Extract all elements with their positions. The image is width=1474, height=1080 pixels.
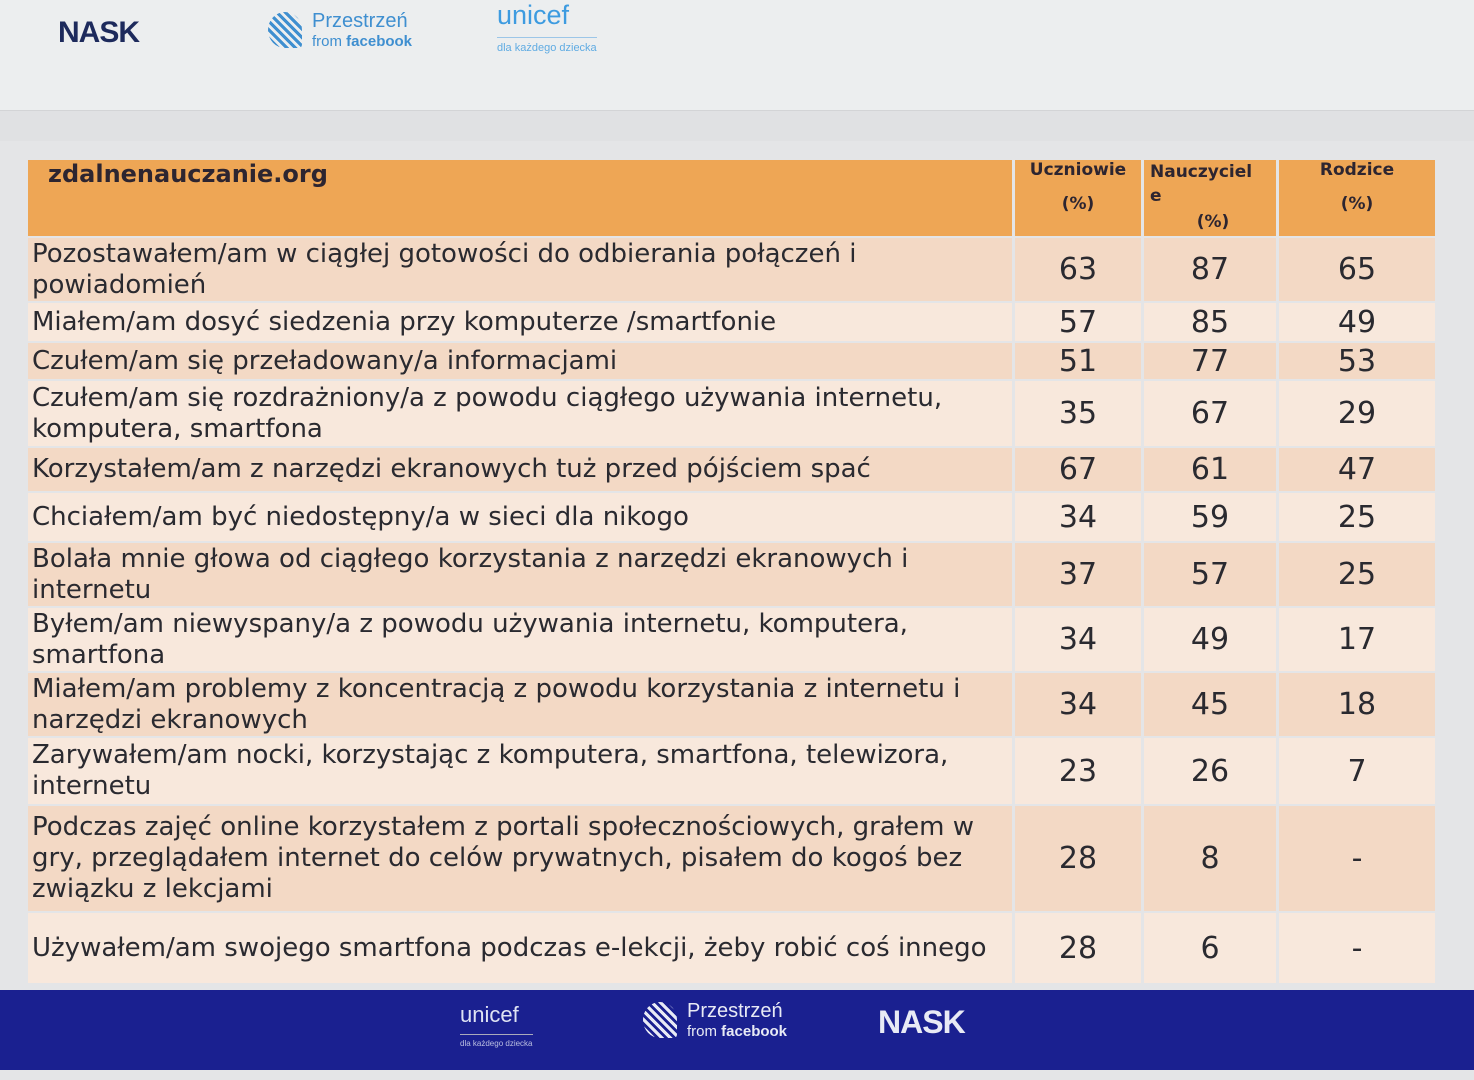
footer-nask-logo: NASK (878, 1004, 966, 1040)
table-row: Zarywałem/am nocki, korzystając z komput… (28, 738, 1435, 804)
value-uczniowie: 34 (1015, 493, 1141, 541)
table-row: Bolała mnie głowa od ciągłego korzystani… (28, 543, 1435, 606)
value-rodzice: 49 (1279, 303, 1435, 341)
row-label: Bolała mnie głowa od ciągłego korzystani… (28, 543, 1012, 606)
value-rodzice: 29 (1279, 381, 1435, 446)
footer-logo-bar: unicef dla każdego dziecka Przestrzeń fr… (0, 990, 1474, 1070)
feather-icon (643, 1002, 677, 1038)
table-row: Miałem/am problemy z koncentracją z powo… (28, 673, 1435, 736)
row-label: Czułem/am się rozdrażniony/a z powodu ci… (28, 381, 1012, 446)
header-nauczyciele: Nauczyciele (%) (1144, 160, 1276, 236)
value-rodzice: - (1279, 806, 1435, 911)
value-nauczyciele: 87 (1144, 238, 1276, 301)
site-header: zdalnenauczanie.org (28, 160, 1012, 236)
fb-logo-line2: from facebook (312, 33, 413, 50)
header-uczniowie: Uczniowie (%) (1015, 160, 1141, 236)
value-uczniowie: 67 (1015, 448, 1141, 491)
row-label: Pozostawałem/am w ciągłej gotowości do o… (28, 238, 1012, 301)
value-uczniowie: 34 (1015, 608, 1141, 671)
top-logo-bar: NASK Przestrzeń from facebook unicef dla… (0, 0, 1474, 110)
value-uczniowie: 28 (1015, 913, 1141, 983)
row-label: Używałem/am swojego smartfona podczas e-… (28, 913, 1012, 983)
row-label: Podczas zajęć online korzystałem z porta… (28, 806, 1012, 911)
row-label: Korzystałem/am z narzędzi ekranowych tuż… (28, 448, 1012, 491)
value-uczniowie: 63 (1015, 238, 1141, 301)
table-row: Miałem/am dosyć siedzenia przy komputerz… (28, 303, 1435, 341)
nask-logo: NASK (58, 16, 140, 49)
value-rodzice: - (1279, 913, 1435, 983)
value-uczniowie: 34 (1015, 673, 1141, 736)
value-uczniowie: 28 (1015, 806, 1141, 911)
value-rodzice: 53 (1279, 343, 1435, 379)
row-label: Czułem/am się przeładowany/a informacjam… (28, 343, 1012, 379)
value-nauczyciele: 45 (1144, 673, 1276, 736)
footer-unicef-logo: unicef dla każdego dziecka (460, 1002, 533, 1048)
survey-table: zdalnenauczanie.org Uczniowie (%) Nauczyc… (25, 158, 1438, 985)
table-row: Używałem/am swojego smartfona podczas e-… (28, 913, 1435, 983)
value-rodzice: 25 (1279, 543, 1435, 606)
table-header-row: zdalnenauczanie.org Uczniowie (%) Nauczyc… (28, 160, 1435, 236)
value-nauczyciele: 85 (1144, 303, 1276, 341)
value-rodzice: 7 (1279, 738, 1435, 804)
value-rodzice: 18 (1279, 673, 1435, 736)
table-row: Korzystałem/am z narzędzi ekranowych tuż… (28, 448, 1435, 491)
value-nauczyciele: 67 (1144, 381, 1276, 446)
value-nauczyciele: 61 (1144, 448, 1276, 491)
row-label: Zarywałem/am nocki, korzystając z komput… (28, 738, 1012, 804)
feather-icon (268, 12, 302, 48)
przestrzen-facebook-logo: Przestrzeń from facebook (268, 10, 412, 50)
row-label: Chciałem/am być niedostępny/a w sieci dl… (28, 493, 1012, 541)
table-row: Czułem/am się rozdrażniony/a z powodu ci… (28, 381, 1435, 446)
value-nauczyciele: 59 (1144, 493, 1276, 541)
value-uczniowie: 51 (1015, 343, 1141, 379)
value-nauczyciele: 77 (1144, 343, 1276, 379)
divider-band (0, 110, 1474, 141)
table-row: Czułem/am się przeładowany/a informacjam… (28, 343, 1435, 379)
value-rodzice: 17 (1279, 608, 1435, 671)
table-row: Pozostawałem/am w ciągłej gotowości do o… (28, 238, 1435, 301)
row-label: Miałem/am problemy z koncentracją z powo… (28, 673, 1012, 736)
fb-logo-line1: Przestrzeń (312, 10, 408, 32)
table-row: Podczas zajęć online korzystałem z porta… (28, 806, 1435, 911)
value-nauczyciele: 8 (1144, 806, 1276, 911)
value-uczniowie: 35 (1015, 381, 1141, 446)
value-rodzice: 65 (1279, 238, 1435, 301)
value-rodzice: 47 (1279, 448, 1435, 491)
value-uczniowie: 37 (1015, 543, 1141, 606)
value-nauczyciele: 26 (1144, 738, 1276, 804)
row-label: Miałem/am dosyć siedzenia przy komputerz… (28, 303, 1012, 341)
value-nauczyciele: 6 (1144, 913, 1276, 983)
row-label: Byłem/am niewyspany/a z powodu używania … (28, 608, 1012, 671)
table-row: Chciałem/am być niedostępny/a w sieci dl… (28, 493, 1435, 541)
unicef-logo: unicef dla każdego dziecka (497, 0, 597, 54)
footer-przestrzen-facebook-logo: Przestrzeń from facebook (643, 1000, 787, 1040)
value-nauczyciele: 49 (1144, 608, 1276, 671)
table-row: Byłem/am niewyspany/a z powodu używania … (28, 608, 1435, 671)
value-uczniowie: 23 (1015, 738, 1141, 804)
value-rodzice: 25 (1279, 493, 1435, 541)
value-uczniowie: 57 (1015, 303, 1141, 341)
header-rodzice: Rodzice (%) (1279, 160, 1435, 236)
value-nauczyciele: 57 (1144, 543, 1276, 606)
